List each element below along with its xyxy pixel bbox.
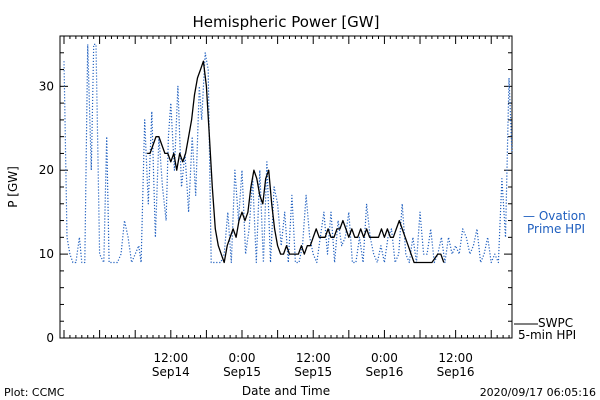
y-axis-label: P [GW] — [6, 166, 20, 208]
x-tick-label-date: Sep15 — [223, 365, 261, 379]
plot-credit: Plot: CCMC — [4, 386, 65, 399]
x-tick-label-time: 12:00 — [154, 351, 189, 365]
y-tick-label: 0 — [46, 331, 54, 345]
y-tick-label: 20 — [39, 163, 54, 177]
chart-title: Hemispheric Power [GW] — [193, 13, 380, 31]
ovation-prime-series-line — [63, 43, 513, 264]
x-axis-ticks: 12:00Sep140:00Sep1512:00Sep150:00Sep1612… — [63, 36, 510, 379]
legend-swpc-line1: SWPC — [538, 316, 573, 330]
y-tick-label: 10 — [39, 247, 54, 261]
x-tick-label-time: 12:00 — [296, 351, 331, 365]
x-tick-label-date: Sep15 — [294, 365, 332, 379]
x-tick-label-date: Sep16 — [437, 365, 475, 379]
x-tick-label-time: 12:00 — [438, 351, 473, 365]
legend-ovation-line2: Prime HPI — [527, 222, 585, 236]
series-layer — [63, 43, 513, 264]
legend-ovation-line1: — Ovation — [523, 209, 586, 223]
plot-frame — [59, 35, 513, 339]
x-tick-label-time: 0:00 — [229, 351, 256, 365]
y-tick-label: 30 — [39, 79, 54, 93]
plot-timestamp: 2020/09/17 06:05:16 — [480, 386, 596, 399]
x-axis-label: Date and Time — [242, 384, 330, 398]
y-axis-ticks: 0 10 20 30 — [39, 35, 512, 345]
x-tick-label-date: Sep14 — [152, 365, 190, 379]
x-tick-label-date: Sep16 — [365, 365, 403, 379]
legend-swpc-line2: 5-min HPI — [518, 328, 576, 342]
swpc-hpi-series-line — [147, 60, 445, 264]
x-tick-label-time: 0:00 — [371, 351, 398, 365]
